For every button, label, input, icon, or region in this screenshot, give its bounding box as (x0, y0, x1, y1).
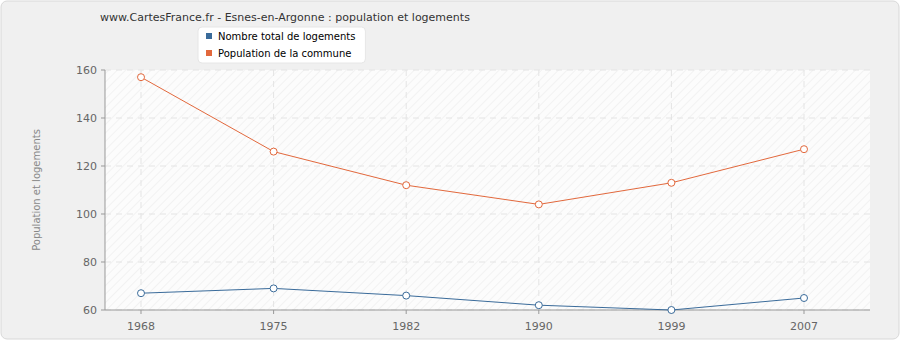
point (270, 148, 277, 155)
legend-label: Population de la commune (218, 48, 351, 59)
point (801, 146, 808, 153)
title: www.CartesFrance.fr - Esnes-en-Argonne :… (100, 11, 470, 24)
tick (406, 310, 407, 314)
y-tick-label: 80 (83, 256, 97, 269)
grid-line (105, 118, 870, 119)
legend-swatch (206, 50, 212, 56)
x-tick-label: 1990 (525, 320, 553, 333)
plot-area (105, 70, 870, 310)
legend: Nombre total de logements Population de l… (198, 27, 365, 63)
grid-line (406, 70, 407, 310)
y-tick-label: 120 (76, 160, 97, 173)
grid-line (105, 166, 870, 167)
grid-line (538, 70, 539, 310)
tick (101, 262, 105, 263)
grid-line (105, 310, 870, 311)
legend-swatch (206, 33, 212, 39)
grid-line (671, 70, 672, 310)
y-tick-label: 60 (83, 304, 97, 317)
x-tick-label: 1982 (392, 320, 420, 333)
chart-root: 60 80 100 120 140 160 1968 1975 1982 1990 1999 2007… (0, 0, 900, 340)
legend-label: Nombre total de logements (218, 31, 355, 42)
tick (804, 310, 805, 314)
grid-line (105, 214, 870, 215)
tick (538, 310, 539, 314)
point (403, 292, 410, 299)
y-axis-label: Population et logements (31, 129, 42, 251)
grid-line (804, 70, 805, 310)
y-tick-label: 140 (76, 112, 97, 125)
point (403, 182, 410, 189)
point (138, 74, 145, 81)
grid-line (141, 70, 142, 310)
point (138, 290, 145, 297)
grid-line (105, 70, 870, 71)
tick (101, 166, 105, 167)
x-axis (105, 310, 870, 311)
point (801, 295, 808, 302)
point (668, 179, 675, 186)
tick (101, 310, 105, 311)
y-tick-label: 160 (76, 64, 97, 77)
tick (141, 310, 142, 314)
point (535, 302, 542, 309)
x-tick-label: 1999 (657, 320, 685, 333)
point (270, 285, 277, 292)
point (668, 307, 675, 314)
background (1, 1, 899, 339)
y-axis (105, 70, 106, 310)
x-tick-label: 2007 (790, 320, 818, 333)
series-line (141, 288, 804, 310)
grid-line (273, 70, 274, 310)
grid-line (105, 262, 870, 263)
point (535, 201, 542, 208)
tick (101, 214, 105, 215)
series-line (141, 77, 804, 204)
legend-box (198, 27, 365, 63)
x-tick-label: 1968 (127, 320, 155, 333)
y-tick-label: 100 (76, 208, 97, 221)
chart-svg: 60 80 100 120 140 160 1968 1975 1982 1990 1999 2007… (0, 0, 900, 340)
tick (101, 70, 105, 71)
series-group (138, 74, 808, 314)
tick (273, 310, 274, 314)
tick (101, 118, 105, 119)
x-tick-label: 1975 (260, 320, 288, 333)
